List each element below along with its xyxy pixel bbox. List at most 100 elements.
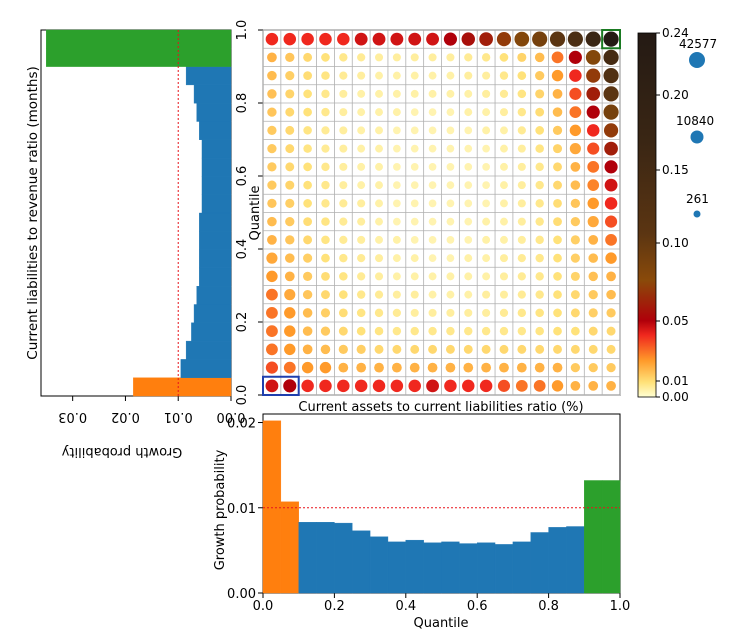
matrix-marker bbox=[321, 126, 330, 135]
matrix-marker bbox=[426, 32, 439, 46]
matrix-marker bbox=[266, 270, 278, 283]
bottom-hist-bar bbox=[316, 522, 335, 594]
matrix-marker bbox=[552, 125, 563, 136]
matrix-marker bbox=[482, 254, 491, 263]
bottom-hist-bar bbox=[601, 480, 621, 594]
size-legend-marker bbox=[690, 130, 704, 144]
left-hist-bar bbox=[201, 139, 232, 159]
matrix-marker bbox=[446, 326, 455, 336]
matrix-marker bbox=[410, 308, 419, 317]
matrix-marker bbox=[410, 53, 419, 62]
matrix-marker bbox=[375, 89, 383, 98]
matrix-marker bbox=[285, 107, 295, 117]
matrix-marker bbox=[570, 362, 581, 373]
matrix-marker bbox=[606, 308, 616, 318]
matrix-marker bbox=[500, 181, 508, 190]
matrix-marker bbox=[499, 272, 509, 281]
matrix-marker bbox=[482, 181, 490, 189]
matrix-marker bbox=[375, 181, 383, 190]
matrix-marker bbox=[553, 272, 562, 281]
matrix-marker bbox=[482, 290, 491, 299]
matrix-marker bbox=[517, 326, 527, 336]
matrix-marker bbox=[446, 272, 455, 281]
matrix-marker bbox=[357, 53, 366, 62]
matrix-marker bbox=[588, 234, 599, 245]
matrix-marker bbox=[464, 108, 473, 117]
matrix-marker bbox=[338, 344, 348, 355]
matrix-marker bbox=[321, 107, 330, 117]
matrix-marker bbox=[570, 308, 580, 318]
matrix-marker bbox=[428, 217, 437, 226]
matrix-marker bbox=[446, 217, 455, 226]
highlight-box-high-high bbox=[601, 29, 622, 50]
matrix-marker bbox=[428, 344, 438, 354]
matrix-marker bbox=[569, 143, 581, 155]
matrix-marker bbox=[499, 362, 509, 373]
matrix-marker bbox=[517, 126, 526, 135]
matrix-marker bbox=[283, 379, 297, 393]
matrix-marker bbox=[339, 126, 348, 135]
matrix-marker bbox=[570, 198, 581, 209]
matrix-marker bbox=[303, 253, 313, 263]
bottom-hist-ytick-label: 0.00 bbox=[227, 587, 256, 602]
bottom-hist-bar bbox=[548, 527, 567, 594]
matrix-marker bbox=[534, 362, 545, 373]
matrix-marker bbox=[464, 236, 473, 244]
matrix-marker bbox=[393, 163, 401, 171]
matrix-marker bbox=[445, 362, 456, 373]
matrix-marker bbox=[267, 180, 277, 190]
matrix-marker bbox=[587, 179, 600, 191]
matrix-marker bbox=[482, 272, 491, 281]
matrix-marker bbox=[357, 254, 366, 263]
matrix-marker bbox=[428, 163, 437, 171]
left-hist-xlabel: Growth probability bbox=[61, 444, 182, 459]
matrix-marker bbox=[499, 344, 509, 354]
matrix-marker bbox=[532, 31, 548, 47]
matrix-marker bbox=[321, 217, 330, 226]
matrix-marker bbox=[535, 199, 544, 208]
matrix-marker bbox=[569, 124, 582, 137]
matrix-marker bbox=[517, 344, 527, 354]
matrix-marker bbox=[535, 107, 545, 117]
matrix-marker bbox=[392, 254, 401, 263]
matrix-marker bbox=[570, 253, 580, 263]
matrix-marker bbox=[587, 142, 600, 155]
matrix-marker bbox=[320, 308, 331, 318]
matrix-marker bbox=[463, 344, 473, 354]
matrix-marker bbox=[552, 107, 563, 117]
matrix-marker bbox=[338, 308, 348, 318]
matrix-marker bbox=[428, 126, 437, 135]
matrix-marker bbox=[357, 272, 366, 281]
matrix-marker bbox=[285, 89, 295, 99]
matrix-marker bbox=[392, 290, 401, 299]
bottom-hist-ylabel: Growth probability bbox=[213, 449, 228, 570]
matrix-marker bbox=[303, 162, 312, 172]
matrix-marker bbox=[553, 198, 562, 208]
matrix-marker bbox=[319, 379, 332, 393]
matrix-marker bbox=[585, 31, 601, 47]
matrix-marker bbox=[570, 216, 581, 227]
matrix-marker bbox=[283, 361, 296, 374]
matrix-marker bbox=[319, 32, 332, 46]
matrix-marker bbox=[535, 180, 544, 190]
matrix-xlabel: Current assets to current liabilities ra… bbox=[298, 400, 583, 415]
matrix-marker bbox=[428, 144, 437, 153]
matrix-marker bbox=[464, 89, 473, 98]
matrix-marker bbox=[410, 144, 419, 153]
matrix-marker bbox=[464, 163, 473, 171]
matrix-marker bbox=[569, 87, 582, 100]
matrix-marker bbox=[267, 107, 277, 117]
matrix-marker bbox=[339, 53, 348, 62]
matrix-marker bbox=[266, 325, 278, 338]
matrix-marker bbox=[517, 272, 526, 281]
matrix-marker bbox=[393, 217, 401, 226]
matrix-marker bbox=[427, 362, 438, 373]
matrix-marker bbox=[517, 217, 526, 226]
matrix-marker bbox=[605, 252, 617, 264]
matrix-marker bbox=[267, 143, 277, 154]
matrix-marker bbox=[392, 71, 401, 80]
left-hist-bar bbox=[199, 249, 232, 269]
matrix-marker bbox=[500, 217, 508, 226]
matrix-marker bbox=[339, 217, 348, 226]
matrix-marker bbox=[553, 162, 562, 172]
